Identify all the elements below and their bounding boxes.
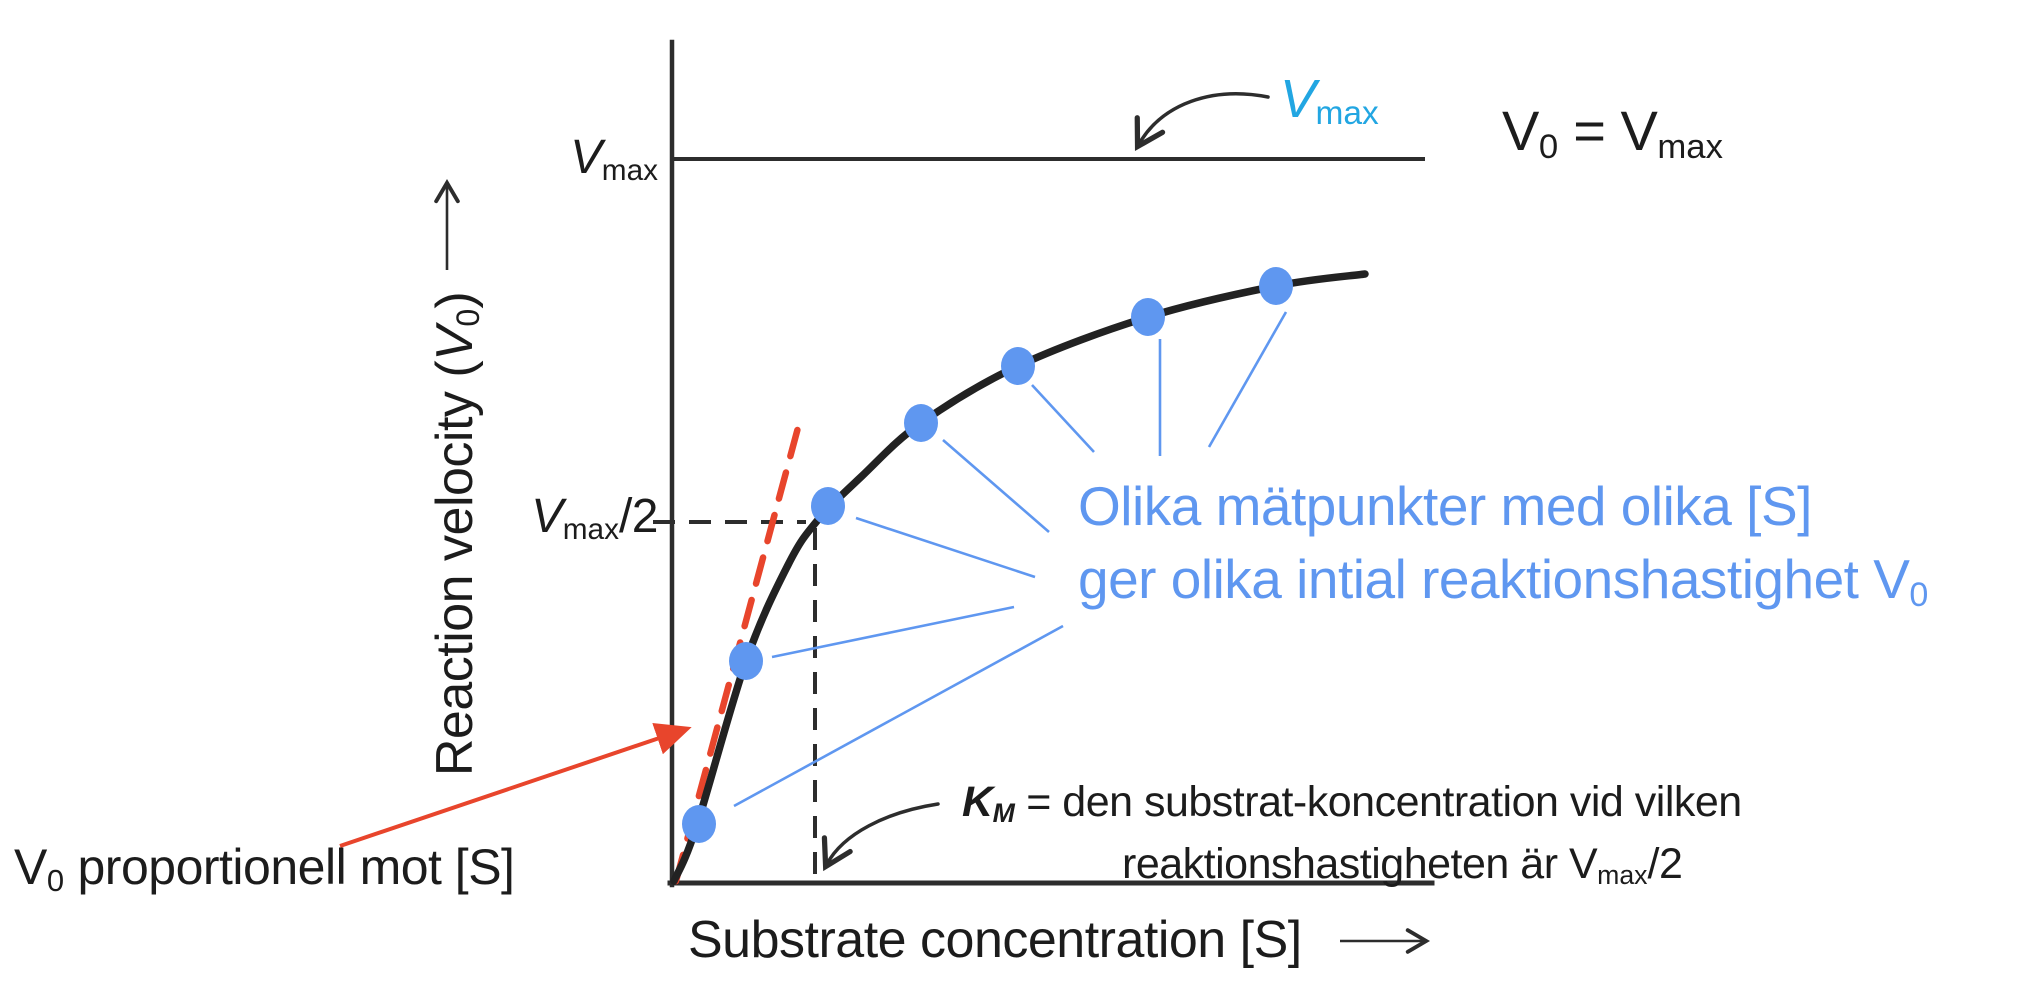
- leader-line-2: [771, 605, 1015, 659]
- leader-line-1: [733, 624, 1064, 808]
- vmax-cyan-v: V: [1280, 69, 1316, 129]
- x-axis-text: Substrate concentration [S]: [688, 911, 1302, 969]
- v0-equals-vmax-label: V0 = Vmax: [1502, 98, 1723, 166]
- measurement-points-note: Olika mätpunkter med olika [S] ger olika…: [1078, 470, 1928, 624]
- vmax-half-rest: /2: [618, 490, 659, 543]
- vmax-tick-sub: max: [601, 153, 658, 187]
- vmax-tick-label: Vmax: [458, 130, 658, 187]
- vmax-half-sub: max: [562, 512, 619, 546]
- saturation-curve: [670, 270, 1369, 885]
- v0eq-sub2: max: [1657, 127, 1723, 166]
- km-line1-text: = den substrat-koncentration vid vilken: [1014, 778, 1742, 826]
- blue-note-line2-sub: 0: [1909, 575, 1929, 614]
- leader-line-3: [855, 516, 1036, 579]
- data-point-7: [1259, 267, 1293, 305]
- data-point-6: [1131, 298, 1165, 336]
- km-line2-sub: max: [1597, 859, 1648, 890]
- y-axis-text: Reaction velocity (: [426, 360, 484, 777]
- y-axis-v-sub: 0: [450, 308, 487, 327]
- leader-line-5: [1031, 384, 1095, 453]
- km-symbol: K: [962, 778, 993, 826]
- km-note-line2: reaktionshastigheten är Vmax/2: [1122, 836, 1742, 898]
- v0-prop-sub: 0: [46, 862, 65, 898]
- blue-note-line2-text: ger olika intial reaktionshastighet V: [1078, 548, 1910, 610]
- vmax-half-v: V: [531, 490, 563, 543]
- v0-prop-text: proportionell mot [S]: [64, 839, 515, 895]
- km-definition-note: KM = den substrat-koncentration vid vilk…: [962, 774, 1742, 898]
- x-axis-title: Substrate concentration [S]: [688, 910, 1302, 970]
- leader-line-4: [942, 439, 1050, 533]
- y-axis-close: ): [426, 291, 484, 309]
- v0-proportional-note: V0 proportionell mot [S]: [14, 838, 515, 898]
- vmax-half-tick-label: Vmax/2: [418, 489, 659, 546]
- vmax-pointer-arrow: [1134, 92, 1270, 152]
- leader-line-7: [1207, 311, 1288, 448]
- km-note-line1: KM = den substrat-koncentration vid vilk…: [962, 774, 1742, 836]
- y-axis-title: Reaction velocity (V0): [425, 291, 487, 777]
- v0eq-v1: V: [1502, 99, 1539, 162]
- data-point-4: [904, 404, 938, 442]
- blue-note-line1: Olika mätpunkter med olika [S]: [1078, 475, 1812, 537]
- v0eq-mid: = V: [1558, 99, 1658, 162]
- data-point-5: [1001, 347, 1035, 385]
- blue-note-line2: ger olika intial reaktionshastighet V0: [1078, 543, 1928, 624]
- y-axis-v: V: [426, 326, 484, 361]
- km-line2-post: /2: [1647, 840, 1683, 888]
- km-line2-text: reaktionshastigheten är V: [1122, 840, 1598, 888]
- vmax-cyan-sub: max: [1315, 95, 1379, 133]
- data-point-1: [682, 805, 716, 843]
- vmax-cyan-label: Vmax: [1280, 68, 1379, 133]
- v0-prop-v: V: [14, 839, 47, 895]
- vmax-tick-v: V: [570, 131, 602, 184]
- km-pointer-arrow: [821, 802, 940, 872]
- red-arrow: [339, 722, 692, 848]
- data-point-2: [729, 642, 763, 680]
- data-point-3: [811, 487, 845, 525]
- km-symbol-sub: M: [992, 797, 1015, 828]
- v0eq-sub1: 0: [1538, 127, 1559, 166]
